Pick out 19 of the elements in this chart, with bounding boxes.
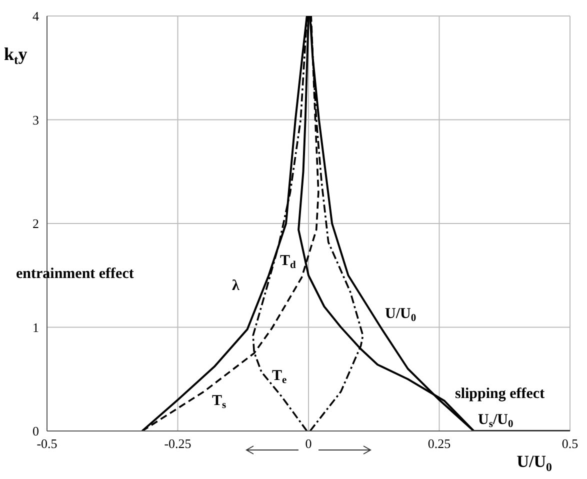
x-axis-title: U/U$_{0}$	[516, 452, 552, 474]
y-tick-label: 3	[32, 112, 39, 128]
annotation: λ	[232, 278, 240, 294]
annotation: T$_{d}$	[280, 253, 296, 272]
y-tick-label: 2	[32, 216, 39, 232]
x-tick-label: 0	[305, 436, 312, 452]
x-tick-label: 0.5	[562, 436, 578, 452]
annotation: T$_{s}$	[212, 393, 226, 412]
x-tick-label: -0.5	[36, 436, 58, 452]
y-axis-title: k$_{t}$y	[4, 44, 28, 67]
x-tick-label: 0.25	[428, 436, 451, 452]
y-tick-label: 4	[32, 8, 40, 24]
annotation: T$_{e}$	[272, 368, 288, 386]
annotation: U/U$_{0}$	[385, 306, 416, 324]
y-tick-label: 1	[32, 320, 39, 335]
x-tick-label: -0.25	[164, 436, 192, 452]
annotation: U$_{s}$/U$_{0}$	[478, 412, 514, 430]
y-tick-label: 0	[32, 424, 39, 439]
annotation: slipping effect	[455, 386, 545, 402]
